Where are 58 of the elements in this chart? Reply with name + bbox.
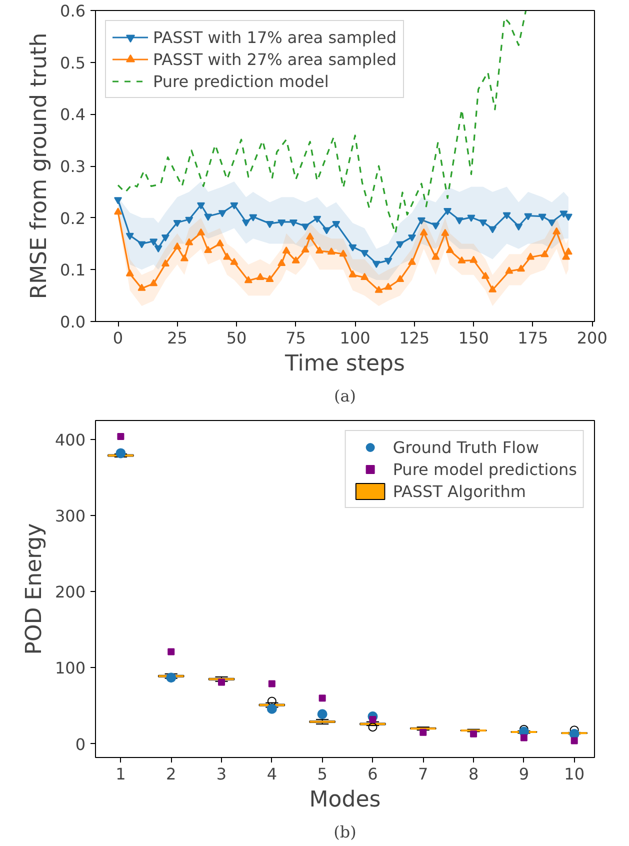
x-tick-label: 9 bbox=[518, 764, 530, 784]
y-tick-label: 0.0 bbox=[60, 312, 86, 332]
legend-label: PASST with 27% area sampled bbox=[153, 50, 397, 68]
point bbox=[470, 730, 478, 738]
x-tick-label: 4 bbox=[266, 764, 278, 784]
x-tick-label: 2 bbox=[166, 764, 176, 784]
x-tick-label: 7 bbox=[418, 764, 428, 784]
x-tick-label: 25 bbox=[167, 328, 188, 348]
x-tick-label: 200 bbox=[576, 328, 608, 348]
point bbox=[268, 680, 276, 688]
point bbox=[166, 672, 176, 683]
x-tick-label: 8 bbox=[468, 764, 479, 784]
y-tick-label: 400 bbox=[54, 430, 86, 450]
x-tick-label: 1 bbox=[116, 764, 126, 784]
y-tick-label: 0.4 bbox=[60, 105, 86, 124]
x-tick-label: 10 bbox=[564, 764, 585, 784]
x-tick-label: 0 bbox=[112, 328, 124, 348]
text: (b) bbox=[334, 822, 356, 842]
y-tick-label: 0.6 bbox=[60, 2, 86, 20]
point bbox=[317, 709, 328, 720]
x-tick-label: 75 bbox=[286, 328, 306, 348]
text: (a) bbox=[334, 386, 356, 406]
x-tick-label: 6 bbox=[368, 764, 378, 784]
point bbox=[420, 728, 427, 736]
legend-label: Pure prediction model bbox=[153, 72, 329, 90]
y-tick-label: 200 bbox=[54, 582, 86, 602]
point bbox=[520, 734, 528, 742]
point bbox=[117, 432, 124, 440]
y-tick-label: 0.3 bbox=[60, 157, 86, 176]
x-axis-title: Modes bbox=[309, 788, 381, 812]
x-tick-label: 3 bbox=[216, 764, 227, 784]
x-tick-label: 50 bbox=[226, 328, 247, 348]
point bbox=[569, 728, 580, 739]
x-tick-label: 5 bbox=[317, 764, 328, 784]
line-series bbox=[117, 10, 527, 234]
y-axis-title: RMSE from ground truth bbox=[27, 32, 52, 300]
x-axis-title: Time steps bbox=[284, 352, 405, 376]
point bbox=[570, 737, 578, 744]
point bbox=[218, 678, 226, 686]
y-tick-label: 300 bbox=[54, 506, 86, 526]
legend-label: PASST with 17% area sampled bbox=[153, 28, 397, 46]
legend-label: PASST Algorithm bbox=[392, 482, 526, 500]
legend-label: Pure model predictions bbox=[392, 460, 577, 478]
point bbox=[318, 694, 326, 702]
y-axis-title: POD Energy bbox=[22, 523, 47, 655]
x-tick-label: 150 bbox=[458, 328, 489, 348]
y-tick-label: 0.2 bbox=[60, 208, 86, 228]
point bbox=[168, 648, 175, 656]
x-tick-label: 125 bbox=[399, 328, 430, 348]
y-tick-label: 0 bbox=[75, 734, 86, 754]
y-tick-label: 0.5 bbox=[60, 53, 86, 72]
point bbox=[116, 448, 126, 458]
x-tick-label: 100 bbox=[340, 328, 370, 348]
y-tick-label: 100 bbox=[54, 658, 86, 678]
point bbox=[369, 716, 376, 723]
x-tick-label: 175 bbox=[518, 328, 548, 348]
y-tick-label: 0.1 bbox=[60, 260, 86, 280]
legend-label: Ground Truth Flow bbox=[392, 438, 539, 456]
